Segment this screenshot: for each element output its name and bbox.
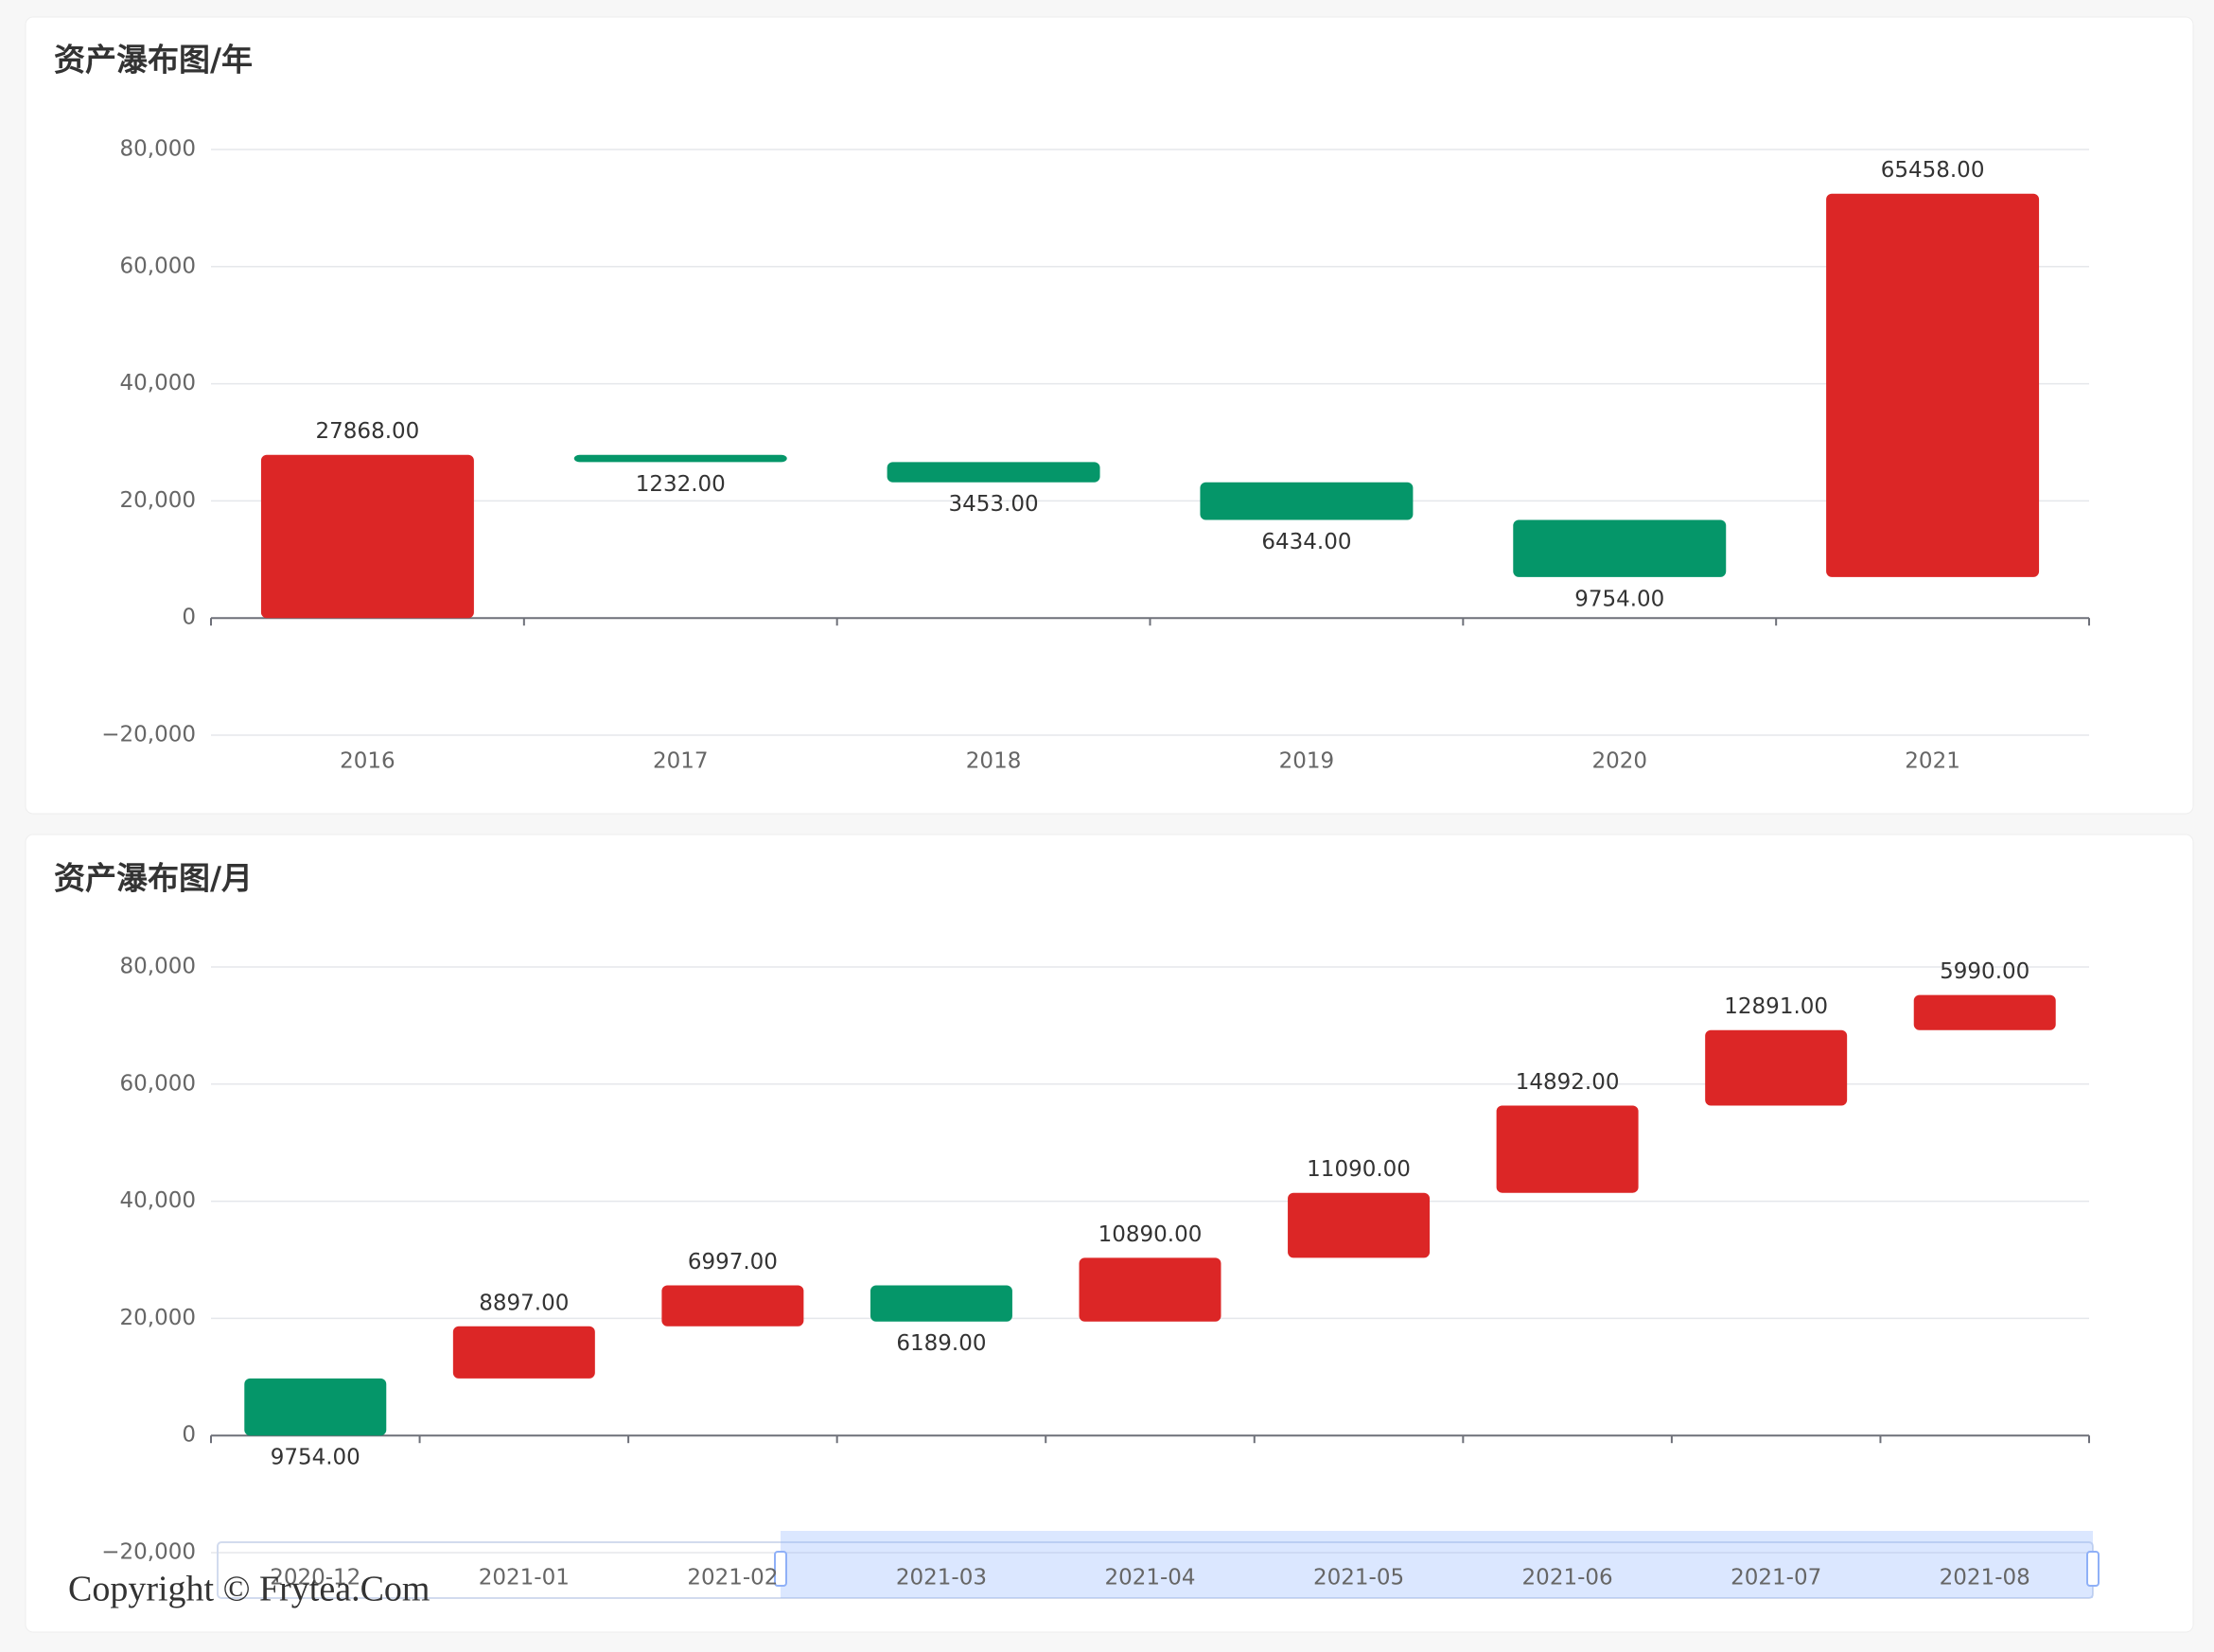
y-tick-label: 0 xyxy=(182,1423,196,1448)
x-tick-label: 2021-01 xyxy=(479,1566,570,1590)
x-tick-label: 2021-06 xyxy=(1522,1566,1613,1590)
value-label: 14892.00 xyxy=(1516,1070,1620,1095)
y-tick-label: 20,000 xyxy=(120,1306,196,1330)
bar xyxy=(887,462,1100,483)
bar xyxy=(1079,1257,1221,1322)
bar xyxy=(1913,994,2056,1030)
zoom-handle-left[interactable] xyxy=(774,1551,787,1587)
x-tick-label: 2021-03 xyxy=(896,1566,987,1590)
value-label: 5990.00 xyxy=(1940,959,2030,984)
y-tick-label: 20,000 xyxy=(120,488,196,513)
y-tick-label: −20,000 xyxy=(101,723,196,747)
zoom-handle-right[interactable] xyxy=(2086,1551,2100,1587)
x-tick-label: 2017 xyxy=(653,749,709,774)
y-tick-label: 80,000 xyxy=(120,137,196,162)
bar xyxy=(1705,1029,1848,1106)
y-tick-label: −20,000 xyxy=(101,1540,196,1565)
zoom-window xyxy=(781,1542,2093,1598)
x-tick-label: 2018 xyxy=(966,749,1022,774)
x-tick-label: 2021-07 xyxy=(1731,1566,1821,1590)
bar xyxy=(244,1378,387,1436)
zoom-bar xyxy=(781,1531,2093,1542)
watermark: Copyright © Frytea.Com xyxy=(68,1570,430,1609)
x-tick-label: 2020-12 xyxy=(270,1566,360,1590)
value-label: 11090.00 xyxy=(1307,1157,1411,1182)
x-tick-label: 2021-05 xyxy=(1313,1566,1404,1590)
value-label: 12891.00 xyxy=(1724,994,1828,1019)
card xyxy=(25,16,2194,815)
chart-card: 资产瀑布图/年 −20,000 0 20,000 40,000 60,000 80,000 2… xyxy=(25,16,2194,815)
y-tick-label: 60,000 xyxy=(120,254,196,278)
y-tick-label: 40,000 xyxy=(120,1188,196,1213)
x-tick-label: 2021-08 xyxy=(1940,1566,2030,1590)
value-label: 6434.00 xyxy=(1261,530,1351,554)
x-tick-label: 2016 xyxy=(340,749,395,774)
chart-card: 资产瀑布图/月 −20,000 0 20,000 40,000 60,000 80,000 2… xyxy=(25,834,2194,1633)
value-label: 27868.00 xyxy=(316,419,420,444)
bar xyxy=(573,454,787,463)
chart-title: 资产瀑布图/年 xyxy=(54,42,253,79)
value-label: 8897.00 xyxy=(479,1291,569,1315)
bar xyxy=(1826,193,2040,577)
y-tick-label: 60,000 xyxy=(120,1071,196,1096)
bar xyxy=(1288,1192,1431,1258)
chart-title: 资产瀑布图/月 xyxy=(54,860,253,897)
value-label: 9754.00 xyxy=(271,1446,360,1470)
value-label: 1232.00 xyxy=(636,472,726,497)
y-tick-label: 80,000 xyxy=(120,955,196,979)
value-label: 6997.00 xyxy=(688,1250,778,1274)
value-label: 3453.00 xyxy=(949,492,1039,517)
x-tick-label: 2021 xyxy=(1905,749,1960,774)
value-label: 10890.00 xyxy=(1098,1222,1203,1247)
y-tick-label: 40,000 xyxy=(120,371,196,395)
bar xyxy=(870,1285,1012,1322)
bar xyxy=(1200,482,1414,520)
x-tick-label: 2021-04 xyxy=(1104,1566,1195,1590)
value-label: 6189.00 xyxy=(896,1331,986,1356)
bar xyxy=(661,1285,804,1327)
card xyxy=(25,834,2194,1633)
bar xyxy=(452,1326,595,1379)
value-label: 65458.00 xyxy=(1881,158,1985,183)
x-tick-label: 2020 xyxy=(1591,749,1647,774)
x-tick-label: 2019 xyxy=(1279,749,1335,774)
bar xyxy=(1513,519,1727,577)
value-label: 9754.00 xyxy=(1574,587,1664,611)
bar xyxy=(1496,1105,1639,1193)
bar xyxy=(260,454,474,619)
y-tick-label: 0 xyxy=(182,606,196,630)
x-tick-label: 2021-02 xyxy=(687,1566,778,1590)
